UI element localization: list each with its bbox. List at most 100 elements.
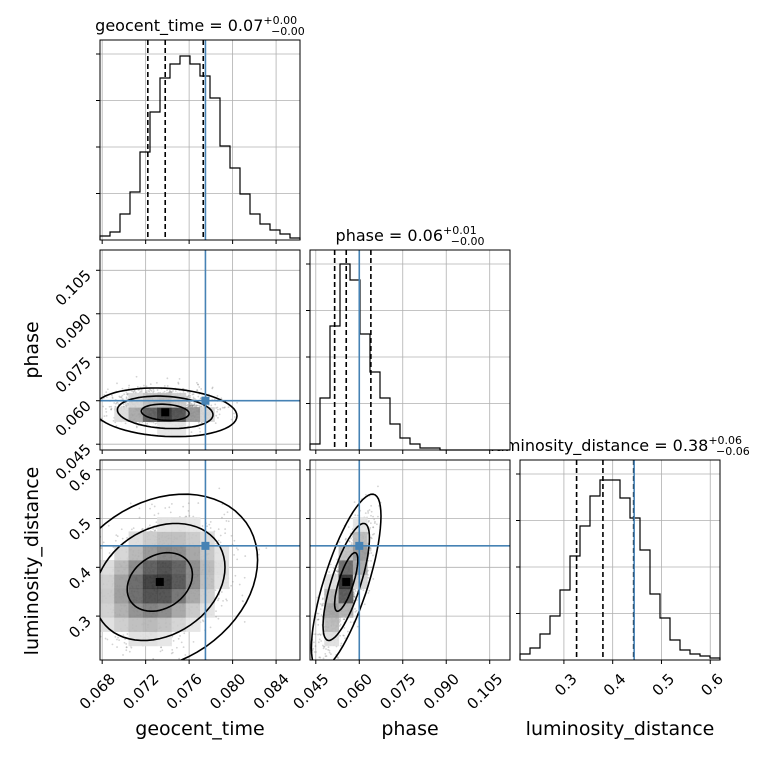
sample-point	[257, 553, 260, 556]
sample-point	[163, 384, 166, 387]
sample-point	[85, 602, 87, 604]
sample-point	[220, 591, 223, 593]
density-cell	[142, 617, 158, 632]
sample-point	[131, 390, 133, 392]
sample-point	[327, 648, 330, 651]
sample-point	[349, 621, 352, 624]
sample-point	[377, 485, 379, 488]
sample-point	[155, 526, 158, 529]
sample-point	[110, 408, 113, 411]
sample-point	[348, 540, 351, 542]
sample-point	[132, 662, 134, 664]
sample-point	[60, 652, 62, 654]
sample-point	[200, 388, 203, 390]
sample-point	[105, 410, 108, 413]
sample-point	[115, 424, 118, 427]
sample-point	[122, 403, 125, 406]
histogram-geocent_time	[99, 55, 301, 240]
density-cell	[128, 407, 144, 422]
sample-point	[238, 583, 241, 586]
sample-point	[95, 530, 97, 532]
sample-point	[206, 525, 208, 528]
sample-point	[317, 618, 320, 621]
sample-point	[116, 401, 119, 404]
sample-point	[106, 388, 109, 391]
sample-point	[219, 541, 222, 544]
sample-point	[213, 666, 215, 668]
density-cell	[185, 574, 201, 590]
sample-point	[197, 404, 199, 407]
density-cell	[185, 588, 201, 604]
plot-area	[100, 250, 300, 450]
sample-point	[154, 422, 157, 425]
sample-point	[135, 375, 138, 378]
sample-point	[328, 649, 331, 652]
sample-point	[130, 528, 133, 531]
sample-point	[114, 635, 117, 638]
sample-point	[231, 543, 234, 546]
sample-point	[172, 639, 175, 642]
sample-point	[353, 595, 356, 598]
sample-point	[166, 377, 169, 380]
sample-point	[125, 643, 128, 645]
sample-point	[317, 641, 320, 644]
sample-point	[323, 645, 325, 648]
sample-point	[197, 383, 199, 386]
sample-point	[188, 404, 191, 407]
sample-point	[356, 625, 359, 628]
sample-point	[225, 520, 228, 522]
sample-point	[367, 512, 370, 514]
sample-point	[187, 394, 190, 397]
sample-point	[308, 610, 310, 612]
density-cell	[214, 574, 230, 590]
sample-point	[347, 526, 350, 528]
sample-point	[187, 405, 189, 407]
sample-point	[116, 535, 119, 538]
sample-point	[123, 405, 125, 408]
sample-point	[152, 390, 155, 392]
sample-point	[372, 578, 375, 580]
sample-point	[265, 547, 268, 550]
sample-point	[118, 639, 121, 642]
sample-point	[336, 656, 339, 658]
contour-line	[126, 551, 194, 612]
sample-point	[187, 403, 190, 406]
sample-point	[188, 405, 191, 408]
density-cell	[157, 617, 172, 632]
sample-point	[343, 634, 345, 637]
sample-point	[353, 501, 356, 504]
sample-point	[121, 387, 124, 390]
sample-point	[215, 542, 218, 545]
sample-point	[182, 505, 185, 508]
sample-point	[123, 393, 126, 396]
sample-point	[127, 404, 129, 407]
sample-point	[372, 526, 375, 529]
sample-point	[375, 523, 378, 526]
sample-point	[367, 510, 369, 512]
sample-point	[215, 610, 217, 613]
sample-point	[319, 608, 322, 611]
density-cell	[157, 560, 172, 575]
sample-point	[370, 537, 373, 540]
sample-point	[339, 634, 342, 637]
density-cell	[142, 545, 158, 561]
sample-point	[188, 402, 191, 404]
density-cell	[142, 560, 158, 575]
density-cell	[185, 545, 201, 561]
sample-point	[91, 602, 93, 604]
sample-point	[226, 511, 229, 514]
sample-point	[85, 600, 87, 602]
sample-point	[325, 665, 327, 667]
sample-point	[200, 405, 202, 408]
sample-point	[192, 515, 195, 518]
sample-point	[208, 523, 211, 526]
sample-point	[124, 422, 127, 425]
sample-point	[370, 566, 373, 569]
density-cell	[185, 407, 201, 422]
sample-point	[188, 404, 191, 407]
sample-point	[210, 404, 213, 407]
density-cell	[171, 588, 187, 604]
sample-point	[372, 515, 374, 518]
sample-point	[113, 670, 115, 672]
sample-point	[185, 395, 188, 398]
